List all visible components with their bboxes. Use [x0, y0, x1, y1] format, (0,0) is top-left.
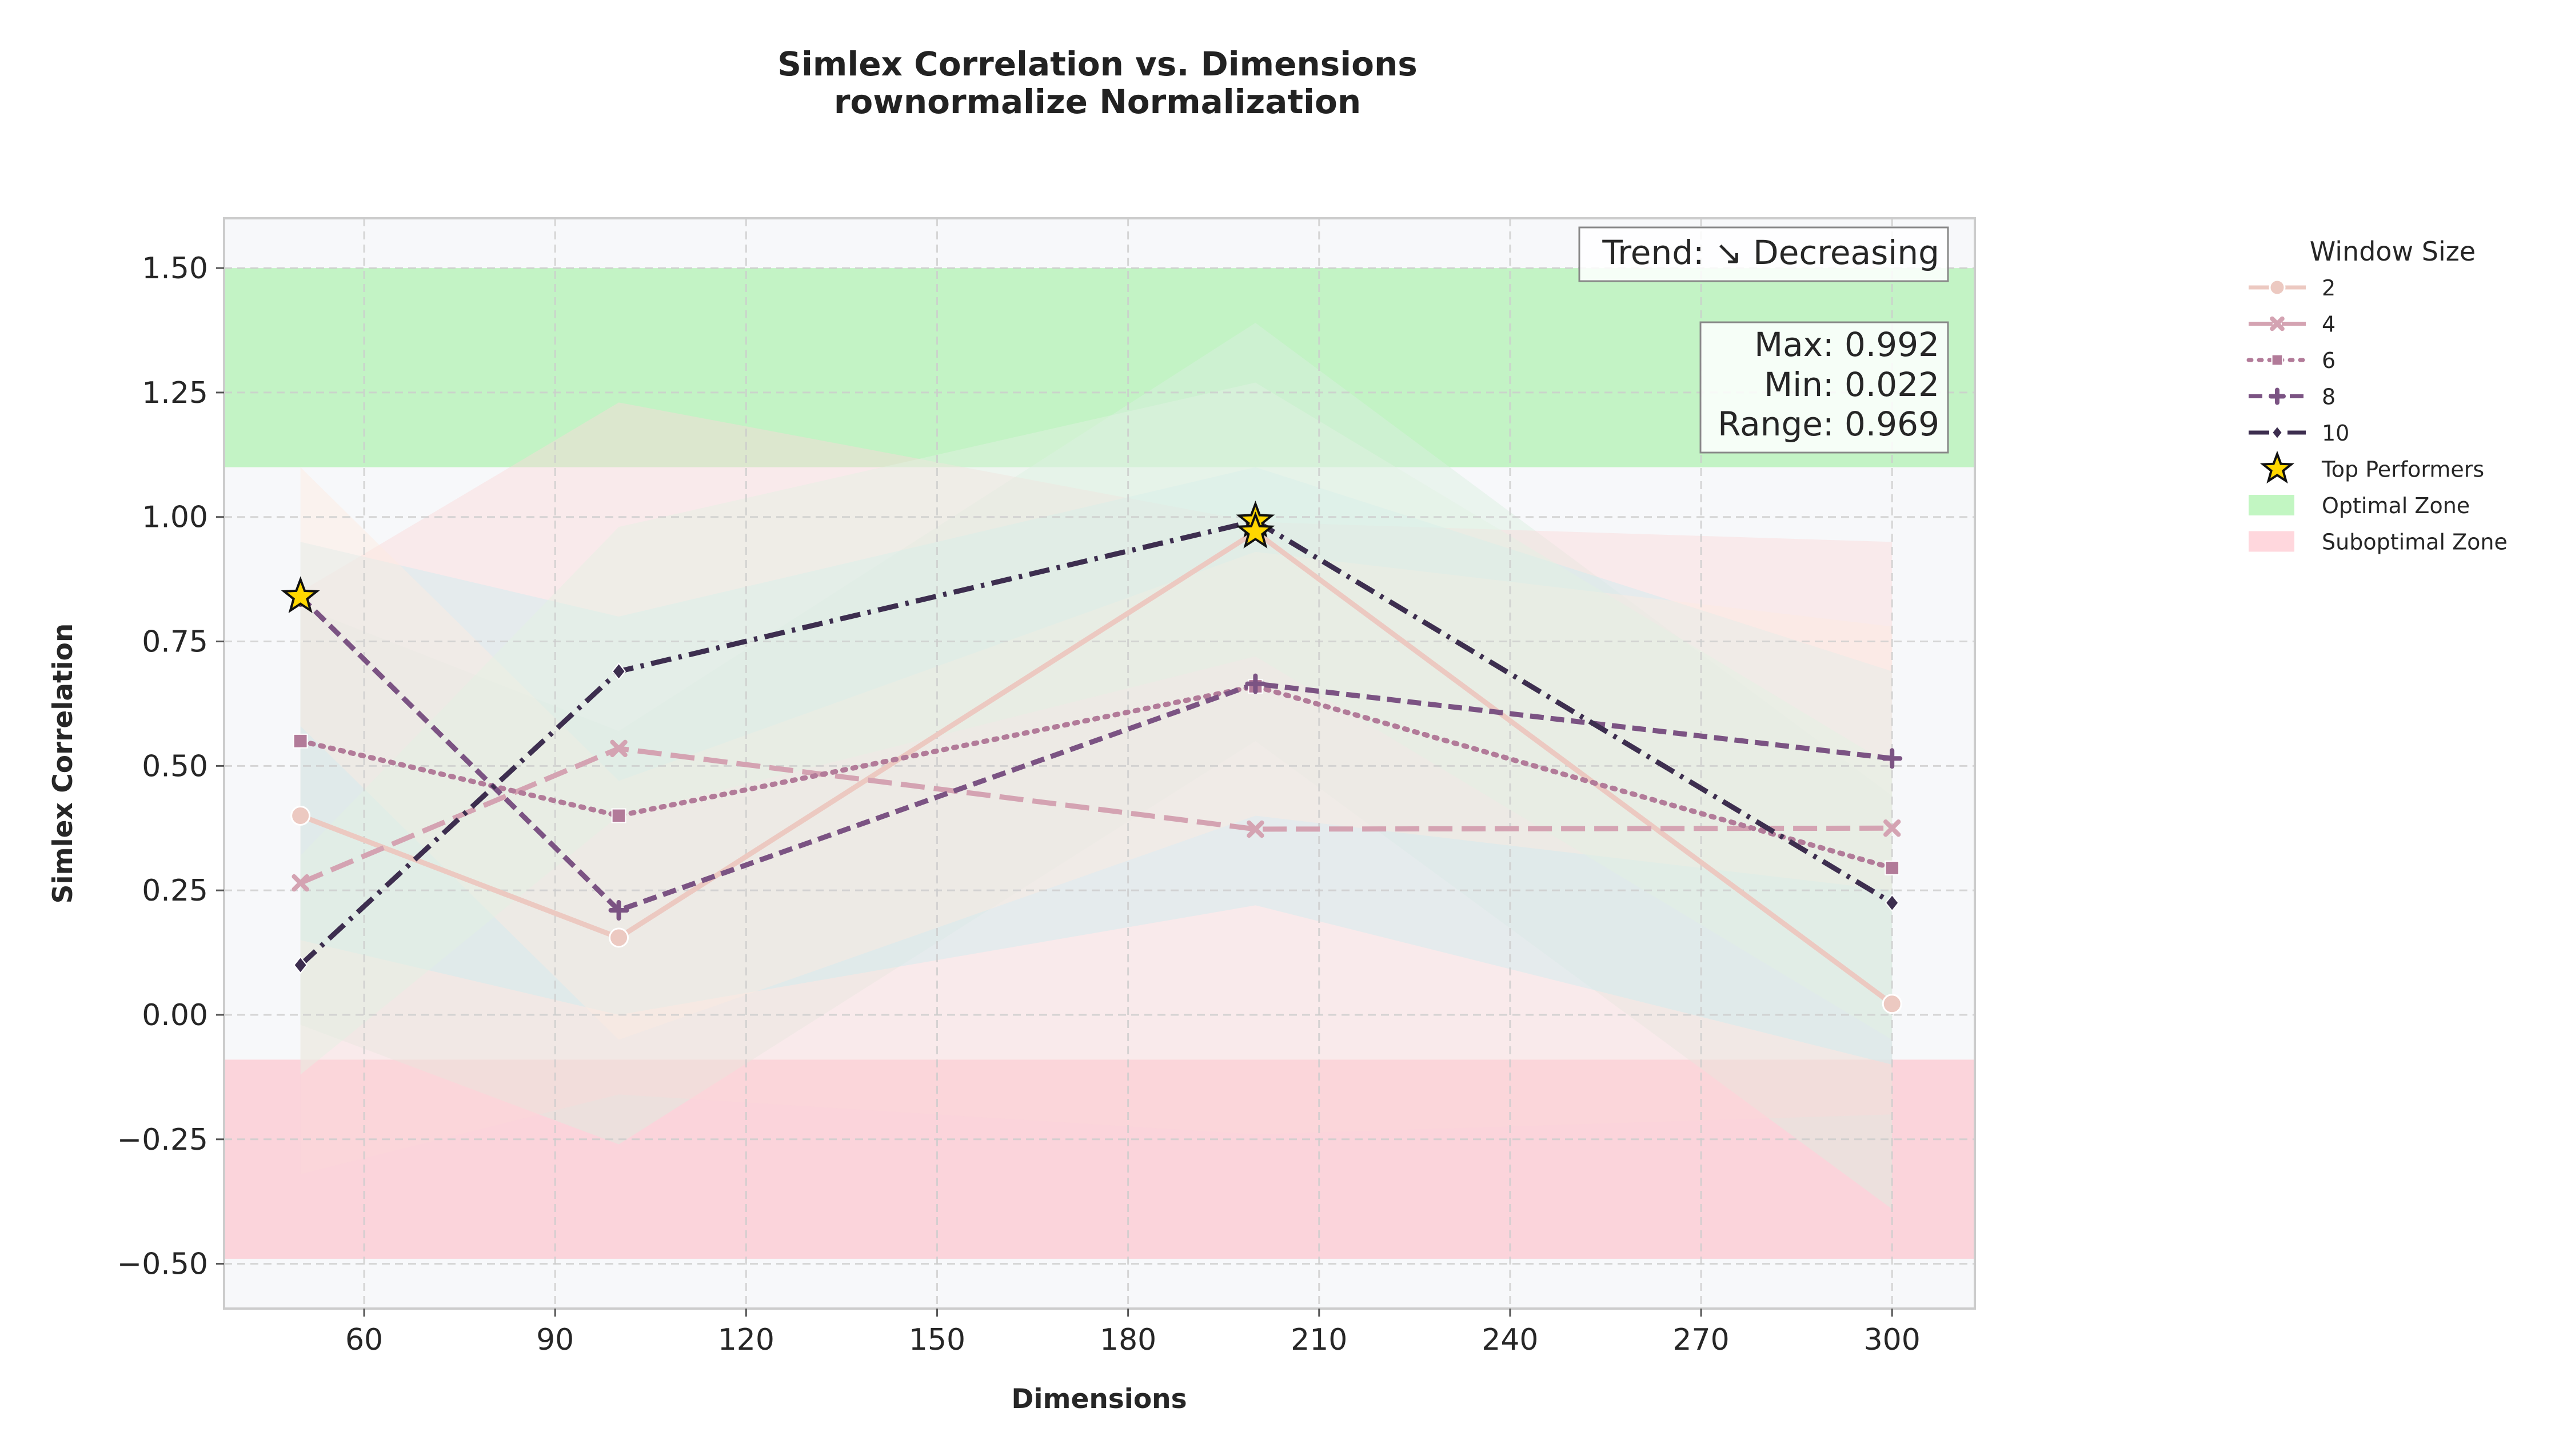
point-series-4 [1247, 820, 1264, 838]
legend-label-series-2: 2 [2322, 275, 2336, 301]
point-series-4 [610, 739, 628, 758]
band-series-4 [300, 402, 1893, 1174]
trend-annotation: Trend: ↘ Decreasing [1578, 226, 1949, 282]
x-axis-label: Dimensions [1011, 1383, 1187, 1415]
y-axis-label: Simlex Correlation [47, 623, 79, 904]
bands-layer [300, 322, 1893, 1209]
lines-layer [298, 518, 1895, 1006]
legend-swatch-suboptimal-zone [2249, 531, 2294, 552]
legend-marker-series-10 [2271, 425, 2283, 440]
stats-box [1699, 321, 1949, 454]
point-series-8 [1882, 748, 1903, 769]
stars-layer [281, 500, 1275, 614]
legend-label-series-6: 6 [2322, 348, 2336, 373]
point-series-10 [612, 662, 626, 681]
band-series-8 [300, 467, 1893, 1040]
y-tick-label: 0.75 [142, 625, 208, 659]
legend-label-optimal-zone: Optimal Zone [2322, 493, 2470, 518]
x-tick-label: 240 [1482, 1323, 1538, 1357]
legend: Window Size 2 4 6 8 10 Top Performers Optimal … [2246, 236, 2508, 555]
point-series-6 [1885, 861, 1900, 875]
zone-optimal-zone [224, 268, 1975, 467]
x-tick-label: 300 [1864, 1323, 1921, 1357]
zones-layer [224, 268, 1975, 1259]
x-tick-label: 270 [1672, 1323, 1729, 1357]
chart-title: Simlex Correlation vs. Dimensions [777, 45, 1418, 83]
series-line-2 [300, 529, 1894, 1006]
x-tick-label: 180 [1100, 1323, 1156, 1357]
point-series-6 [611, 808, 626, 823]
band-series-10 [300, 382, 1893, 1075]
chart-subtitle: rownormalize Normalization [834, 82, 1361, 121]
series-line-8 [298, 594, 1893, 913]
y-tick-label: 1.50 [142, 251, 208, 286]
legend-marker-series-6 [2271, 354, 2283, 366]
point-series-8 [608, 900, 629, 921]
legend-title: Window Size [2310, 236, 2476, 267]
x-tick-label: 90 [536, 1323, 574, 1357]
legend-swatch-optimal-zone [2249, 495, 2294, 515]
y-tick-label: −0.25 [117, 1123, 208, 1157]
legend-label-series-8: 8 [2322, 385, 2336, 410]
x-tick-label: 210 [1291, 1323, 1347, 1357]
legend-marker-series-8 [2269, 387, 2286, 405]
series-line-6 [298, 683, 1895, 871]
top-performer-star [281, 576, 320, 614]
plot-frame [223, 217, 1976, 1310]
x-tick-label: 150 [909, 1323, 965, 1357]
top-performer-star [1236, 511, 1275, 549]
x-ticks: 60 90 120 150 180 210 240 270 300 [345, 1309, 1921, 1357]
y-tick-label: 0.25 [142, 874, 208, 908]
y-tick-label: 1.25 [142, 376, 208, 410]
point-series-6 [293, 733, 308, 749]
x-tick-label: 120 [718, 1323, 775, 1357]
stats-annotation: Max: 0.992 Min: 0.022 Range: 0.969 [1699, 321, 1949, 454]
y-tick-label: 0.00 [142, 998, 208, 1033]
series-line-10 [298, 518, 1894, 967]
stats-min: Min: 0.022 [1764, 365, 1939, 404]
legend-label-top-performers: Top Performers [2321, 457, 2484, 482]
y-tick-label: 0.50 [142, 749, 208, 783]
point-series-4 [292, 874, 309, 892]
legend-marker-series-2 [2269, 279, 2286, 296]
trend-box [1578, 226, 1949, 282]
point-series-10 [1885, 894, 1899, 912]
stats-max: Max: 0.992 [1754, 325, 1939, 364]
legend-label-series-10: 10 [2322, 421, 2349, 446]
point-series-4 [1883, 819, 1901, 837]
legend-star-icon [2259, 450, 2295, 484]
point-series-10 [293, 956, 308, 974]
y-tick-label: 1.00 [142, 501, 208, 535]
stats-range: Range: 0.969 [1718, 405, 1939, 443]
legend-label-suboptimal-zone: Suboptimal Zone [2322, 530, 2508, 555]
y-tick-label: −0.50 [117, 1247, 208, 1282]
point-series-2 [290, 805, 311, 826]
x-tick-label: 60 [345, 1323, 383, 1357]
y-ticks: 1.50 1.25 1.00 0.75 0.50 0.25 0.00 −0.25 −0.50 [117, 251, 224, 1282]
trend-text: Trend: ↘ Decreasing [1602, 233, 1939, 272]
zone-suboptimal-zone [224, 1059, 1975, 1259]
point-series-2 [609, 927, 629, 948]
legend-marker-series-4 [2270, 316, 2285, 331]
legend-label-series-4: 4 [2322, 312, 2336, 337]
series-line-4 [299, 746, 1893, 886]
point-series-2 [1882, 994, 1902, 1014]
point-series-8 [1245, 673, 1266, 694]
